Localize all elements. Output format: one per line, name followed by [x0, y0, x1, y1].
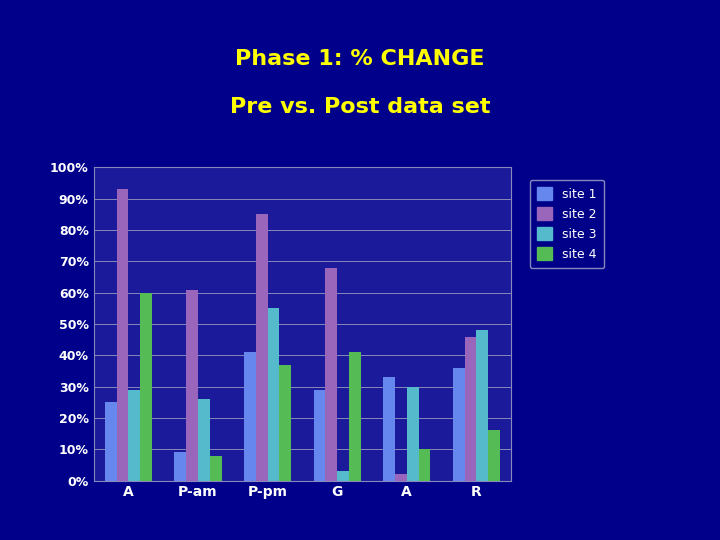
Bar [117, 190, 128, 481]
Bar [140, 293, 152, 481]
Bar [407, 387, 418, 481]
Bar [383, 377, 395, 481]
Bar [174, 453, 186, 481]
Bar [128, 390, 140, 481]
Bar [453, 368, 464, 481]
Legend: site 1, site 2, site 3, site 4: site 1, site 2, site 3, site 4 [530, 180, 605, 268]
Text: Phase 1: % CHANGE: Phase 1: % CHANGE [235, 49, 485, 69]
Bar [477, 330, 488, 481]
Bar [186, 289, 198, 481]
Bar [313, 390, 325, 481]
Bar [210, 456, 222, 481]
Bar [325, 268, 337, 481]
Text: Pre vs. Post data set: Pre vs. Post data set [230, 97, 490, 117]
Bar [244, 352, 256, 481]
Bar [104, 402, 117, 481]
Bar [279, 364, 292, 481]
Bar [349, 352, 361, 481]
Bar [198, 399, 210, 481]
Bar [337, 471, 349, 481]
Bar [256, 214, 268, 481]
Bar [268, 308, 279, 481]
Bar [464, 336, 477, 481]
Bar [488, 430, 500, 481]
Bar [395, 474, 407, 481]
Bar [418, 449, 431, 481]
